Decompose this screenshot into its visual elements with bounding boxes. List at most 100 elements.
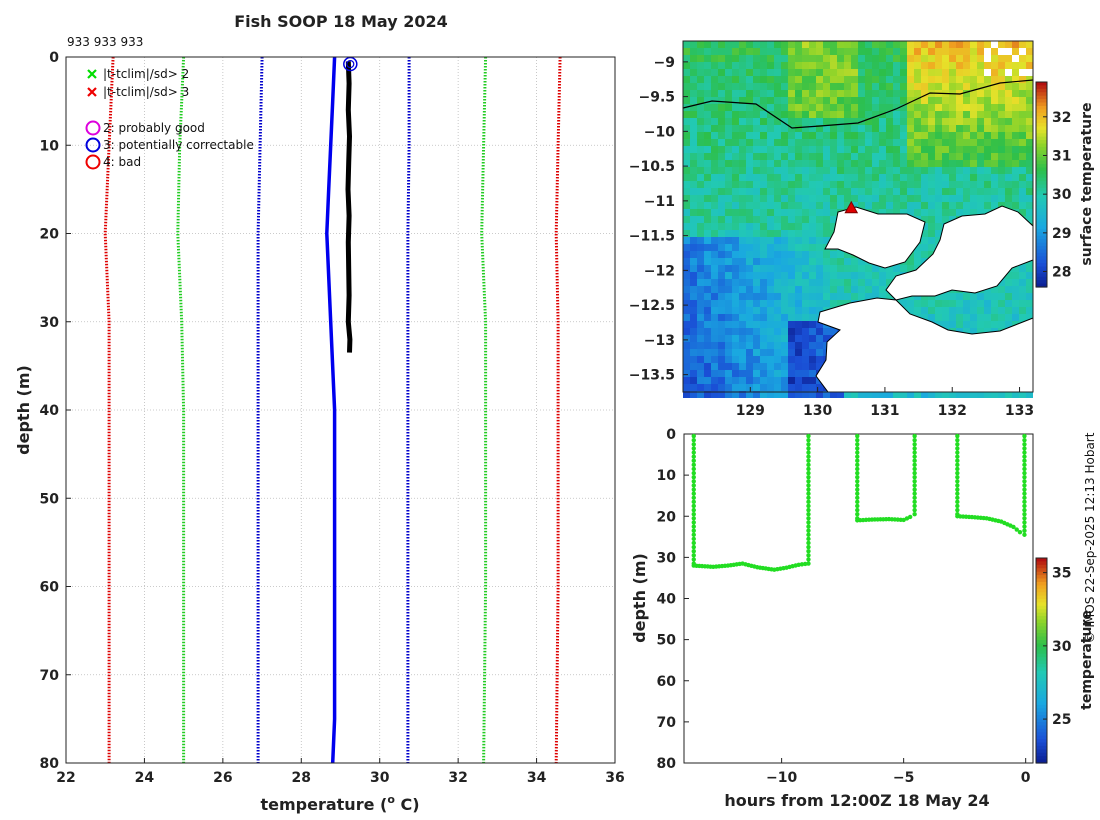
- sst-cell: [1026, 181, 1033, 188]
- sst-cell: [879, 55, 886, 62]
- sst-cell: [774, 237, 781, 244]
- sst-cell: [788, 146, 795, 153]
- sst-cell: [928, 251, 935, 258]
- sst-cell: [711, 202, 718, 209]
- cast-point: [1011, 524, 1016, 530]
- sst-cell: [697, 391, 704, 398]
- sst-cell: [1005, 314, 1012, 321]
- sst-cell: [746, 349, 753, 356]
- sst-cell: [886, 146, 893, 153]
- sst-cell: [893, 209, 900, 216]
- sst-cell: [690, 83, 697, 90]
- sst-cell: [914, 160, 921, 167]
- sst-cell: [893, 83, 900, 90]
- sst-colorbar-step: [1036, 232, 1047, 237]
- sst-cell: [858, 48, 865, 55]
- sst-cell: [872, 272, 879, 279]
- sst-cell: [760, 237, 767, 244]
- sst-cell: [690, 307, 697, 314]
- sst-cell: [725, 286, 732, 293]
- cast-point: [691, 511, 696, 517]
- sst-cell: [718, 41, 725, 48]
- cast-point: [691, 437, 696, 443]
- sst-cell: [781, 188, 788, 195]
- sst-cell: [774, 321, 781, 328]
- sst-cell: [816, 328, 823, 335]
- sst-cell: [697, 132, 704, 139]
- sst-cell: [690, 62, 697, 69]
- sst-cell: [809, 230, 816, 237]
- sst-cell: [1005, 97, 1012, 104]
- sst-cell: [795, 104, 802, 111]
- sst-cell: [704, 62, 711, 69]
- sst-cell: [690, 132, 697, 139]
- sst-cell: [1012, 265, 1019, 272]
- sst-cell: [683, 41, 690, 48]
- sst-cell: [830, 174, 837, 181]
- sst-cell: [1012, 293, 1019, 300]
- sst-colorbar-step: [1036, 242, 1047, 247]
- sst-cell: [788, 153, 795, 160]
- sst-cell: [907, 307, 914, 314]
- sst-cell: [732, 328, 739, 335]
- sst-cell: [753, 48, 760, 55]
- sst-cell: [837, 139, 844, 146]
- sst-cell: [830, 167, 837, 174]
- cast-point: [955, 454, 960, 459]
- sst-cell: [739, 391, 746, 398]
- sst-cell: [718, 223, 725, 230]
- sst-cell: [837, 279, 844, 286]
- sst-cell: [977, 55, 984, 62]
- sst-cell: [718, 370, 725, 377]
- cast-point: [1022, 491, 1027, 496]
- sst-colorbar-step: [1036, 252, 1047, 257]
- sst-cell: [900, 111, 907, 118]
- sst-cell: [1012, 300, 1019, 307]
- sst-cell: [739, 293, 746, 300]
- sst-cell: [802, 153, 809, 160]
- cast-point: [955, 466, 960, 472]
- cast-point: [1022, 507, 1027, 513]
- cast-point: [691, 462, 696, 468]
- sst-cell: [795, 41, 802, 48]
- sst-cell: [788, 342, 795, 349]
- sst-cell: [725, 300, 732, 307]
- sst-cell: [970, 300, 977, 307]
- sst-cell: [984, 146, 991, 153]
- sst-cell: [746, 209, 753, 216]
- temperature-colorbar-step: [1036, 681, 1047, 686]
- sst-cell: [704, 125, 711, 132]
- sst-colorbar-step: [1036, 102, 1047, 107]
- sst-cell: [865, 118, 872, 125]
- sst-cell: [816, 195, 823, 202]
- cast-point: [806, 549, 811, 554]
- sst-cell: [760, 293, 767, 300]
- sst-cell: [788, 104, 795, 111]
- sst-cell: [928, 307, 935, 314]
- sst-cell: [872, 146, 879, 153]
- sst-cell: [886, 104, 893, 111]
- sst-cell: [949, 83, 956, 90]
- sst-cell: [1012, 83, 1019, 90]
- sst-colorbar-step: [1036, 211, 1047, 216]
- sst-cell: [795, 335, 802, 342]
- cruise-ids: 933 933 933: [67, 35, 143, 49]
- sst-cell: [711, 293, 718, 300]
- sst-cell: [1005, 300, 1012, 307]
- sst-cell: [725, 272, 732, 279]
- sst-cell: [1019, 188, 1026, 195]
- sst-cell: [907, 125, 914, 132]
- sst-cell: [683, 55, 690, 62]
- sst-cell: [732, 90, 739, 97]
- cast-point: [855, 466, 860, 472]
- sst-cell: [1019, 146, 1026, 153]
- temperature-colorbar-step: [1036, 708, 1047, 713]
- sst-cell: [816, 160, 823, 167]
- sst-cell: [1026, 174, 1033, 181]
- sst-cell: [935, 321, 942, 328]
- sst-cell: [865, 181, 872, 188]
- sst-colorbar-step: [1036, 92, 1047, 97]
- sst-cell: [683, 272, 690, 279]
- sst-cell: [788, 237, 795, 244]
- sst-colorbar-step: [1036, 201, 1047, 206]
